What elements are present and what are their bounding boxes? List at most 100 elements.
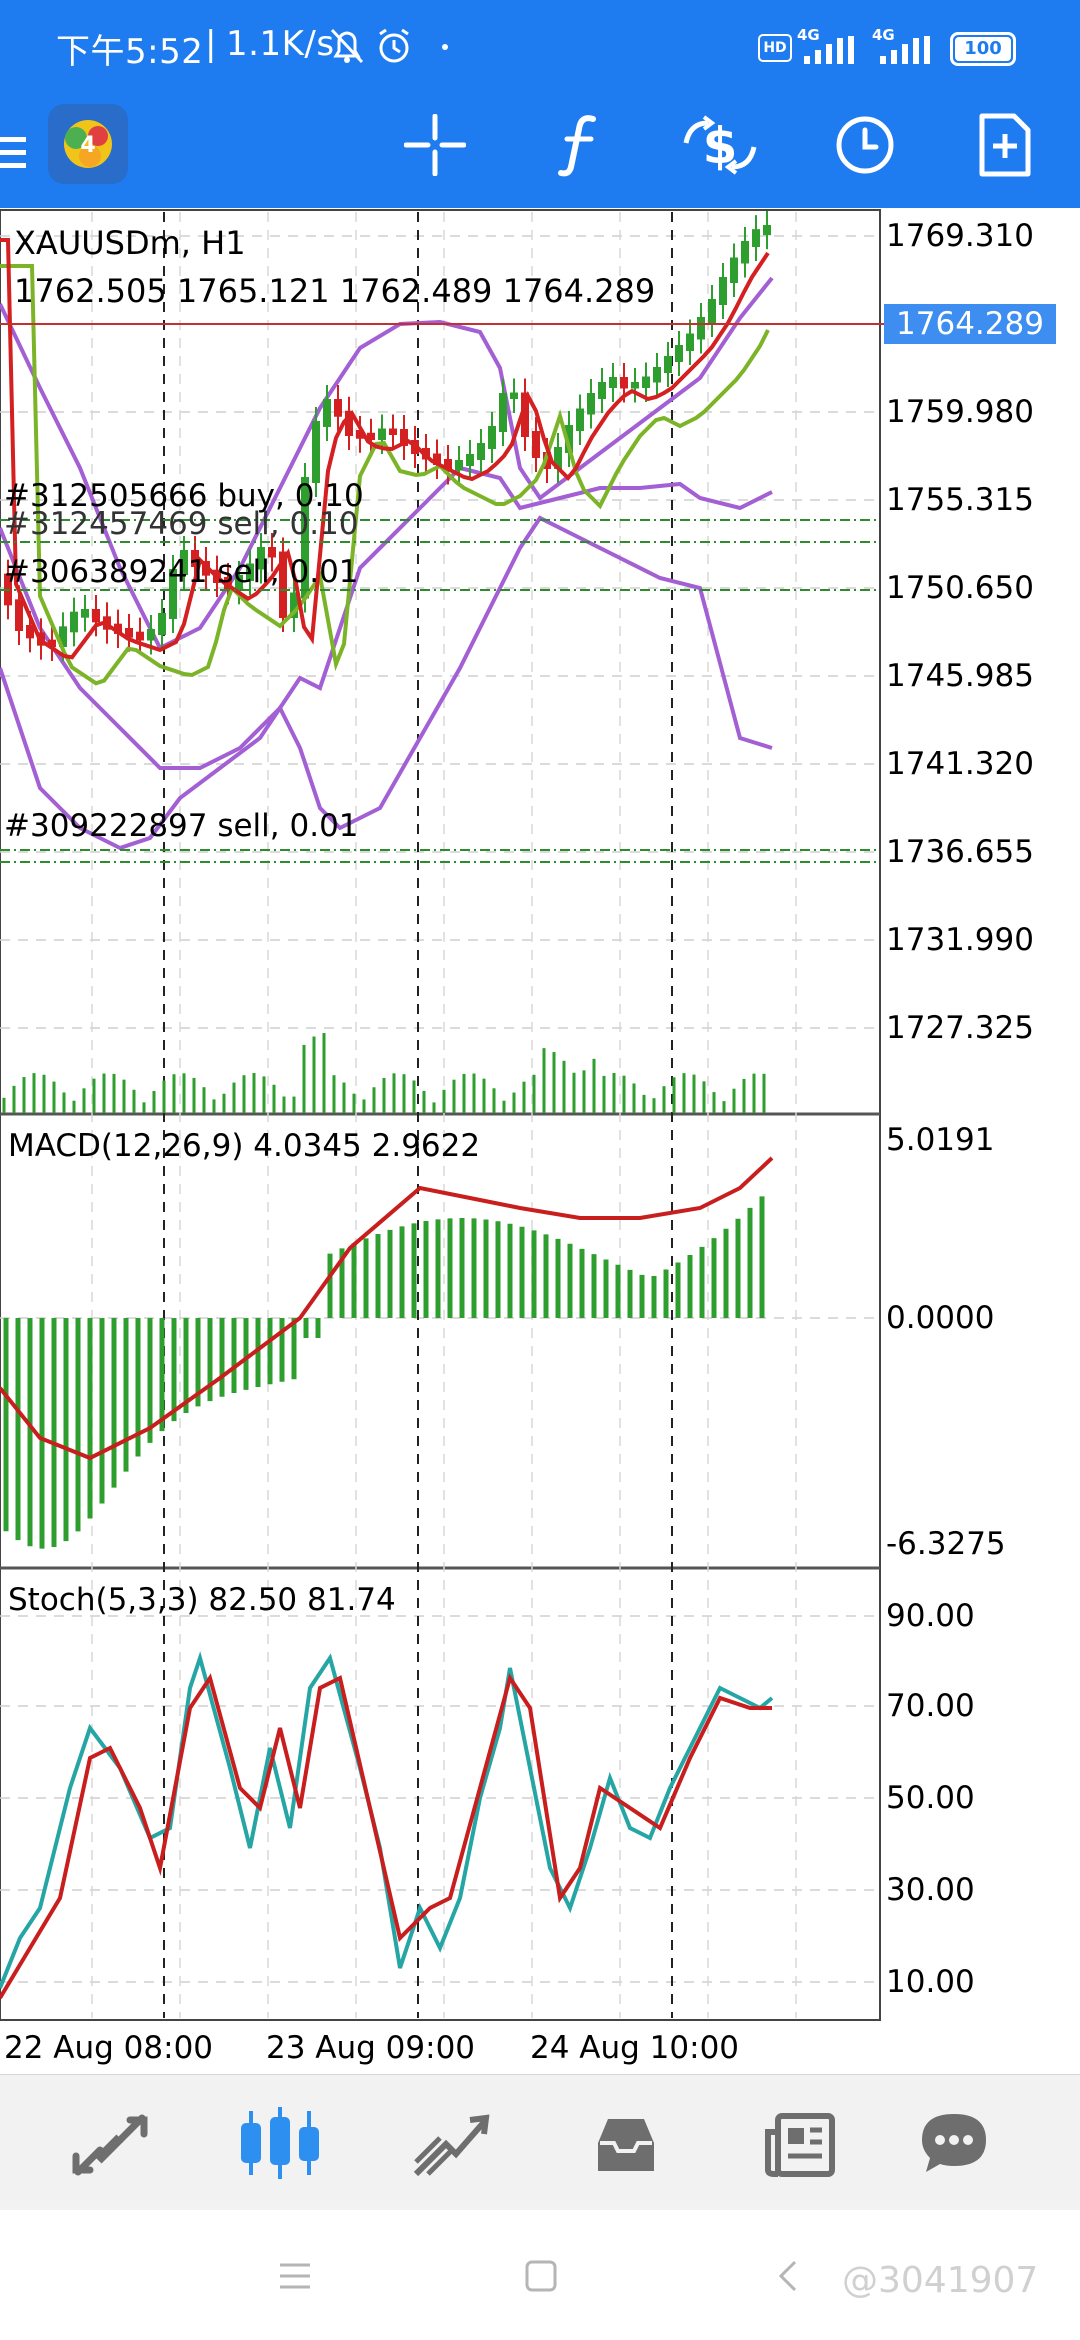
candle-body bbox=[697, 317, 705, 340]
stoch-tick: 50.00 bbox=[886, 1780, 975, 1816]
toolbar: 4 $ bbox=[0, 100, 1080, 208]
macd-tick: 5.0191 bbox=[886, 1122, 994, 1158]
quotes-icon[interactable] bbox=[60, 2105, 160, 2185]
macd-label: MACD(12,26,9) 4.0345 2.9622 bbox=[8, 1128, 480, 1164]
moving-averages bbox=[0, 238, 770, 686]
bell-muted-icon bbox=[328, 26, 366, 70]
candle-body bbox=[114, 623, 122, 634]
candle-body bbox=[554, 447, 562, 469]
candle-body bbox=[378, 428, 386, 440]
candle-body bbox=[642, 376, 650, 388]
status-time: 下午5:52 bbox=[56, 32, 204, 72]
candle-body bbox=[510, 392, 518, 399]
price-tick: 1769.310 bbox=[886, 218, 1034, 254]
candle-body bbox=[389, 428, 397, 435]
menu-icon[interactable] bbox=[0, 128, 30, 178]
time-tick: 23 Aug 09:00 bbox=[266, 2030, 475, 2066]
notification-dot bbox=[442, 44, 448, 50]
order-label-sell-2: #306389241 sell, 0.01 bbox=[4, 554, 359, 590]
candle-body bbox=[763, 225, 771, 236]
app-logo-icon[interactable]: 4 bbox=[46, 102, 130, 186]
candle-body bbox=[345, 410, 353, 436]
candle-body bbox=[356, 430, 364, 439]
fast-ma-line bbox=[0, 238, 770, 660]
candle-body bbox=[576, 408, 584, 431]
chat-icon[interactable] bbox=[904, 2103, 1004, 2183]
home-icon[interactable] bbox=[516, 2256, 566, 2296]
macd-signal-line bbox=[0, 1156, 774, 1461]
time-tick: 22 Aug 08:00 bbox=[4, 2030, 213, 2066]
candle-body bbox=[433, 453, 441, 465]
price-scale: 1769.310 1759.980 1755.315 1750.650 1745… bbox=[886, 218, 1034, 1046]
candle-body bbox=[59, 626, 67, 647]
candle-body bbox=[488, 426, 496, 449]
upper-band bbox=[0, 276, 774, 651]
candle-body bbox=[587, 393, 595, 415]
order-label-buy: #312505666 buy, 0.10 bbox=[4, 478, 364, 514]
stoch-label: Stoch(5,3,3) 82.50 81.74 bbox=[8, 1582, 396, 1618]
candle-body bbox=[279, 551, 287, 618]
candle-body bbox=[609, 377, 617, 388]
dollar-swap-icon[interactable]: $ bbox=[680, 110, 760, 180]
macd-tick: 0.0000 bbox=[886, 1300, 994, 1336]
candle-body bbox=[521, 392, 529, 437]
stoch-main-line bbox=[0, 1651, 774, 1989]
hd-icon: HD bbox=[758, 34, 792, 62]
price-tick: 1755.315 bbox=[886, 482, 1034, 518]
price-tick: 1750.650 bbox=[886, 570, 1034, 606]
alarm-icon bbox=[374, 26, 414, 70]
stoch-tick: 70.00 bbox=[886, 1688, 975, 1724]
candle-body bbox=[125, 628, 133, 638]
candle-body bbox=[323, 399, 331, 427]
trade-icon[interactable] bbox=[400, 2105, 500, 2185]
candle-body bbox=[741, 241, 749, 264]
ohlc-label: 1762.505 1765.121 1762.489 1764.289 bbox=[14, 272, 655, 310]
history-icon[interactable] bbox=[576, 2105, 676, 2185]
stoch-tick: 30.00 bbox=[886, 1872, 975, 1908]
price-tick: 1736.655 bbox=[886, 834, 1034, 870]
candle-body bbox=[664, 356, 672, 373]
candle-body bbox=[158, 613, 166, 635]
candle-body bbox=[631, 382, 639, 389]
clock-icon[interactable] bbox=[830, 110, 900, 180]
candle-body bbox=[499, 393, 507, 432]
candle-body bbox=[235, 575, 243, 591]
candle-body bbox=[708, 299, 716, 323]
chart-area[interactable]: XAUUSDm, H1 1762.505 1765.121 1762.489 1… bbox=[0, 208, 1080, 2074]
watermark: @3041907 bbox=[842, 2260, 1039, 2301]
candle-body bbox=[719, 277, 727, 305]
candle-body bbox=[730, 257, 738, 283]
candle-body bbox=[312, 421, 320, 483]
candle-body bbox=[26, 625, 34, 639]
news-icon[interactable] bbox=[750, 2105, 850, 2185]
chart-icon[interactable] bbox=[230, 2101, 330, 2185]
candle-body bbox=[70, 611, 78, 633]
price-tick: 1745.985 bbox=[886, 658, 1034, 694]
battery-level: 100 bbox=[955, 37, 1011, 61]
stoch-signal-line bbox=[0, 1673, 772, 2000]
candle-body bbox=[180, 550, 188, 575]
new-document-icon[interactable] bbox=[970, 108, 1040, 182]
candle-body bbox=[301, 477, 309, 599]
lower-band-2 bbox=[0, 465, 773, 770]
candle-body bbox=[290, 592, 298, 618]
chart-canvas[interactable]: XAUUSDm, H1 1762.505 1765.121 1762.489 1… bbox=[0, 208, 1080, 2074]
candle-body bbox=[147, 629, 155, 641]
back-icon[interactable] bbox=[762, 2256, 812, 2296]
price-tick: 1731.990 bbox=[886, 922, 1034, 958]
system-navigation: @3041907 bbox=[0, 2210, 1080, 2340]
crosshair-icon[interactable] bbox=[400, 110, 470, 180]
price-tick: 1727.325 bbox=[886, 1010, 1034, 1046]
network-type-1: 4G bbox=[797, 26, 820, 44]
recent-apps-icon[interactable] bbox=[270, 2256, 320, 2296]
candle-body bbox=[400, 429, 408, 446]
candle-body bbox=[169, 569, 177, 619]
candle-body bbox=[136, 631, 144, 641]
candle-body bbox=[257, 547, 265, 570]
time-tick: 24 Aug 10:00 bbox=[530, 2030, 739, 2066]
network-speed: 1.1K/s bbox=[226, 24, 335, 64]
stoch-tick: 10.00 bbox=[886, 1964, 975, 2000]
function-icon[interactable] bbox=[545, 110, 615, 180]
candle-body bbox=[675, 345, 683, 362]
current-price-tag bbox=[884, 304, 1056, 344]
